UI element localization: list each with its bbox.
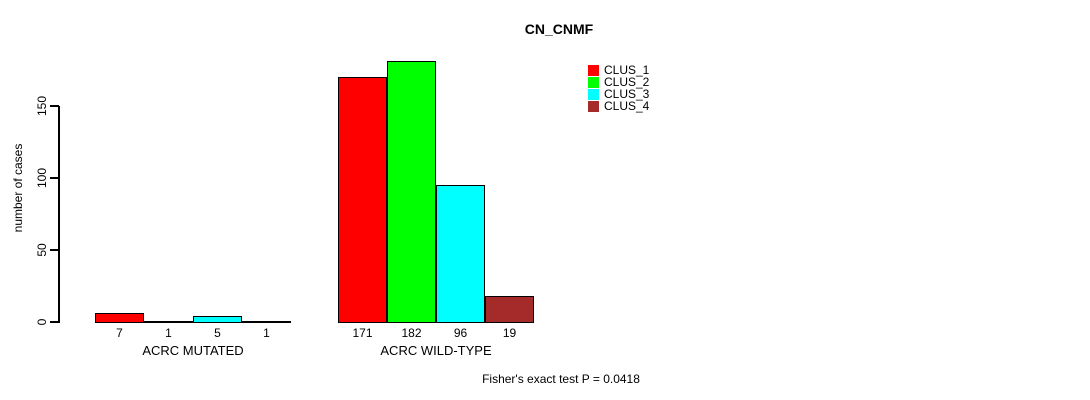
legend-item-clus_4: CLUS_4 [588, 99, 650, 113]
legend-item-clus_1: CLUS_1 [588, 63, 650, 77]
x-category-label-1: ACRC WILD-TYPE [380, 343, 492, 358]
bar-clus_1-1 [338, 77, 387, 323]
legend-label: CLUS_2 [604, 75, 650, 89]
bar-value-label: 171 [352, 326, 373, 340]
y-axis-label: number of cases [11, 143, 25, 233]
bar-clus_2-1 [387, 61, 436, 323]
y-tick-label: 50 [35, 243, 49, 257]
y-tick-mark [50, 177, 59, 179]
legend-label: CLUS_1 [604, 63, 650, 77]
legend-color-swatch [588, 77, 599, 88]
y-tick-mark [50, 321, 59, 323]
x-category-label-0: ACRC MUTATED [142, 343, 244, 358]
bar-clus_3-0 [193, 316, 242, 323]
chart-title: CN_CNMF [524, 21, 594, 37]
bar-value-label: 7 [116, 326, 123, 340]
y-tick-label: 150 [35, 95, 49, 117]
bar-clus_4-0 [242, 321, 291, 323]
y-tick-mark [50, 105, 59, 107]
legend-label: CLUS_3 [604, 87, 650, 101]
legend-item-clus_3: CLUS_3 [588, 87, 650, 101]
legend-label: CLUS_4 [604, 99, 650, 113]
bar-value-label: 1 [165, 326, 172, 340]
bar-value-label: 5 [214, 326, 221, 340]
legend-color-swatch [588, 65, 599, 76]
bar-clus_3-1 [436, 185, 485, 323]
y-tick-label: 0 [35, 318, 49, 326]
y-axis-line [58, 106, 60, 323]
bar-value-label: 182 [401, 326, 422, 340]
bar-clus_4-1 [485, 296, 534, 323]
y-tick-mark [50, 249, 59, 251]
bar-clus_2-0 [144, 321, 193, 323]
footnote-pvalue: Fisher's exact test P = 0.0418 [482, 372, 640, 386]
bar-value-label: 1 [263, 326, 270, 340]
bar-value-label: 19 [502, 326, 517, 340]
legend-item-clus_2: CLUS_2 [588, 75, 650, 89]
legend-color-swatch [588, 101, 599, 112]
legend-color-swatch [588, 89, 599, 100]
y-tick-label: 100 [35, 167, 49, 189]
bar-clus_1-0 [95, 313, 144, 323]
bar-value-label: 96 [453, 326, 468, 340]
